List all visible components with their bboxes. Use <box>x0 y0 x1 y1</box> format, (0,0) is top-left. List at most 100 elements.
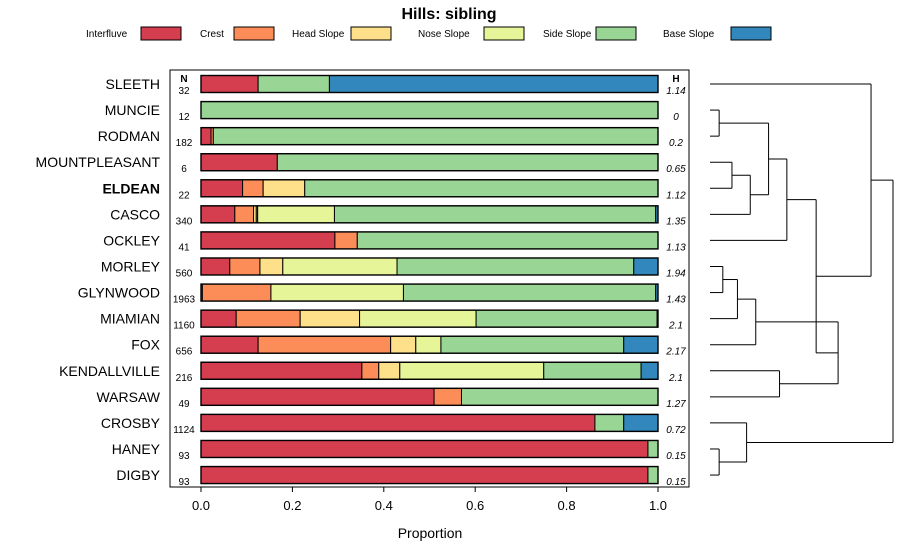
bar-segment-mountpleasant-4 <box>276 153 659 172</box>
legend-swatch-side-slope <box>595 26 637 41</box>
bar-frame-morley <box>200 257 659 276</box>
bar-segment-warsaw-4 <box>460 387 659 406</box>
row-label-glynwood: GLYNWOOD <box>78 285 160 301</box>
legend-swatch-head-slope <box>350 26 392 41</box>
bar-segment-ockley-0 <box>200 231 336 250</box>
row-label-casco: CASCO <box>110 206 160 222</box>
n-value-fox: 656 <box>176 347 193 358</box>
bar-segment-kendallville-1 <box>361 361 380 380</box>
legend-swatch-base-slope <box>730 26 772 41</box>
legend-swatch-interfluve <box>140 26 182 41</box>
row-label-warsaw: WARSAW <box>96 389 160 405</box>
row-label-mountpleasant: MOUNTPLEASANT <box>36 154 161 170</box>
row-label-digby: DIGBY <box>116 467 160 483</box>
legend-label-head-slope: Head Slope <box>292 29 345 40</box>
bar-segment-eldean-2 <box>262 179 306 198</box>
bar-frame-rodman <box>200 126 659 146</box>
bar-segment-casco-4 <box>257 205 335 224</box>
n-value-casco: 340 <box>176 216 193 227</box>
bar-segment-muncie-4 <box>200 101 659 120</box>
bar-segment-sleeth-0 <box>200 75 259 93</box>
legend-label-base-slope: Base Slope <box>663 29 715 40</box>
legend-swatch-crest <box>233 26 275 41</box>
n-value-warsaw: 49 <box>178 399 190 410</box>
bar-segment-fox-3 <box>415 335 442 354</box>
legend-swatch-nose-slope <box>483 26 525 41</box>
n-value-kendallville: 216 <box>176 373 193 384</box>
bar-segment-eldean-4 <box>304 179 659 198</box>
bar-rows: SLEETH 32 1.14 MUNCIE 12 0 RODMAN 182 0.2 MOUNTPL… <box>36 74 686 488</box>
bar-segment-rodman-4 <box>212 127 659 146</box>
n-column-header: N <box>180 74 187 85</box>
bar-segment-casco-5 <box>333 205 657 224</box>
bar-segment-glynwood-4 <box>402 283 657 302</box>
x-tick-label-1: 0.2 <box>283 498 301 513</box>
bar-frame-kendallville <box>200 361 659 380</box>
bar-segment-morley-0 <box>200 257 231 276</box>
n-value-ockley: 41 <box>178 242 190 253</box>
bar-segment-glynwood-1 <box>201 283 272 302</box>
bar-segment-digby-0 <box>200 466 649 485</box>
h-value-haney: 0.15 <box>666 451 686 462</box>
h-value-sleeth: 1.14 <box>666 86 686 97</box>
h-value-ockley: 1.13 <box>666 242 686 253</box>
row-label-sleeth: SLEETH <box>106 76 160 92</box>
n-value-eldean: 22 <box>178 190 190 201</box>
bar-frame-muncie <box>200 100 659 120</box>
bar-frame-casco <box>200 205 659 224</box>
bar-segment-eldean-1 <box>242 179 264 198</box>
n-value-sleeth: 32 <box>178 86 190 97</box>
bar-segment-ockley-4 <box>356 231 659 250</box>
x-axis-title: Proportion <box>398 525 463 541</box>
row-label-eldean: ELDEAN <box>102 180 160 196</box>
bar-segment-fox-2 <box>390 335 417 354</box>
bar-segment-haney-0 <box>200 439 649 458</box>
bar-frame-sleeth <box>200 74 659 94</box>
bar-segment-morley-5 <box>633 257 659 276</box>
row-label-ockley: OCKLEY <box>103 232 160 248</box>
x-tick-label-5: 1.0 <box>649 498 667 513</box>
bar-segment-casco-1 <box>234 205 255 224</box>
bar-segment-fox-1 <box>257 335 392 354</box>
bar-segment-kendallville-3 <box>399 361 545 380</box>
bar-frame-warsaw <box>200 387 659 407</box>
bar-frame-mountpleasant <box>200 153 659 172</box>
legend: Interfluve Crest Head Slope Nose Slope Side … <box>86 26 772 41</box>
row-label-kendallville: KENDALLVILLE <box>59 363 160 379</box>
bar-frame-ockley <box>200 231 659 250</box>
chart-title: Hills: sibling <box>401 6 496 23</box>
bar-segment-sleeth-5 <box>328 75 659 93</box>
bar-segment-morley-2 <box>259 257 284 276</box>
x-axis: 0.0 0.2 0.4 0.6 0.8 1.0 <box>192 487 667 513</box>
bar-segment-sleeth-4 <box>257 75 330 93</box>
bar-frame-haney <box>200 439 659 459</box>
n-value-glynwood: 1963 <box>173 295 196 306</box>
h-column-header: H <box>672 74 679 85</box>
h-value-miamian: 2.1 <box>668 321 683 332</box>
bar-frame-digby <box>200 465 659 485</box>
x-tick-label-3: 0.6 <box>466 498 484 513</box>
bar-segment-crosby-0 <box>200 413 596 432</box>
h-value-eldean: 1.12 <box>666 190 686 201</box>
legend-label-nose-slope: Nose Slope <box>418 29 470 40</box>
h-value-mountpleasant: 0.65 <box>666 164 686 175</box>
bar-segment-miamian-2 <box>299 309 361 328</box>
n-value-mountpleasant: 6 <box>181 164 187 175</box>
legend-label-side-slope: Side Slope <box>543 29 592 40</box>
bar-segment-glynwood-3 <box>270 283 404 302</box>
bar-segment-morley-3 <box>282 257 398 276</box>
bar-segment-kendallville-4 <box>543 361 642 380</box>
x-tick-label-4: 0.8 <box>558 498 576 513</box>
bar-segment-kendallville-2 <box>378 361 401 380</box>
row-label-fox: FOX <box>131 337 160 353</box>
bar-segment-miamian-0 <box>200 309 237 328</box>
bar-segment-digby-4 <box>647 466 659 485</box>
h-value-casco: 1.35 <box>666 216 686 227</box>
n-value-haney: 93 <box>178 451 190 462</box>
x-tick-label-2: 0.4 <box>375 498 393 513</box>
bar-segment-eldean-0 <box>200 179 244 198</box>
row-label-rodman: RODMAN <box>98 128 160 144</box>
n-value-miamian: 1160 <box>173 321 195 332</box>
bar-segment-morley-4 <box>396 257 635 276</box>
